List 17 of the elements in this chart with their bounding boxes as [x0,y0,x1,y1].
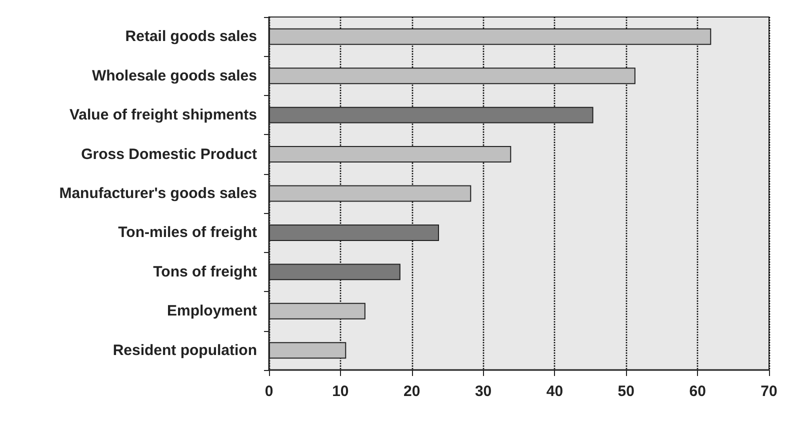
y-tick-label: Value of freight shipments [69,106,257,124]
x-tick-label: 30 [474,383,492,400]
y-tick-label: Tons of freight [153,263,257,280]
y-tick-label: Resident population [112,342,257,359]
y-tick-label: Ton-miles of freight [118,224,257,242]
y-tick-label: Wholesale goods sales [92,67,257,84]
x-tick-label: 10 [332,383,349,400]
x-tick-label: 60 [689,383,706,400]
y-tick-label: Gross Domestic Product [81,146,257,163]
y-tick-label: Retail goods sales [125,28,257,46]
y-tick-label: Manufacturer's goods sales [59,185,257,202]
y-tick-label: Employment [166,302,258,320]
x-tick-label: 40 [546,383,564,400]
x-tick-label: 70 [760,383,778,400]
x-tick-label: 20 [404,383,420,400]
x-tick-label: 0 [264,383,274,400]
x-tick-label: 50 [618,383,634,400]
